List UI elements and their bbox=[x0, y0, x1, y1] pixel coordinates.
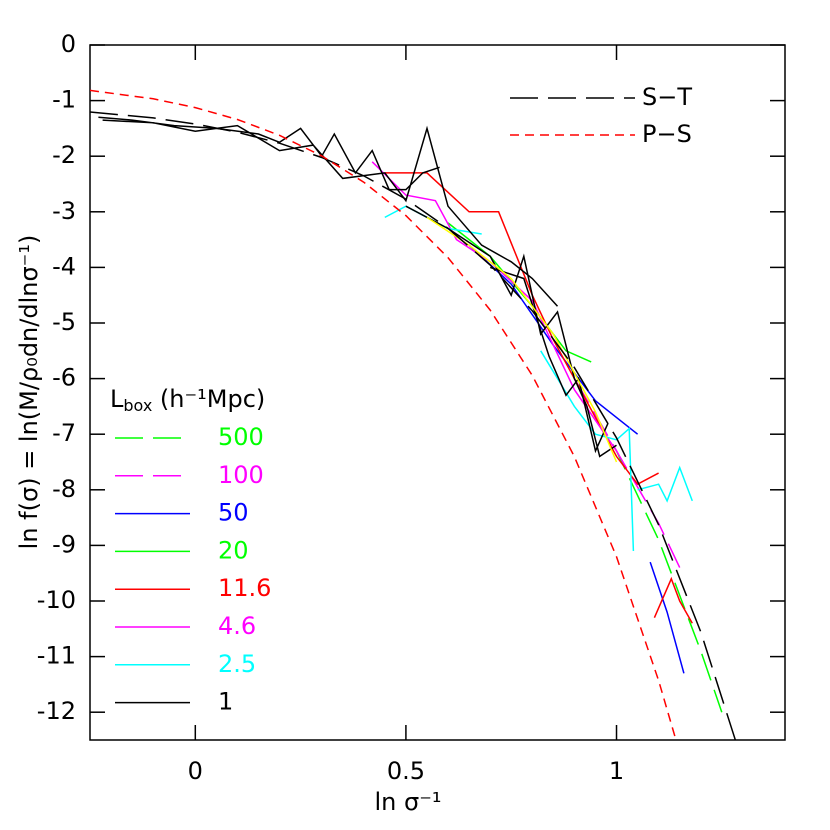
x-tick-label: 0.5 bbox=[387, 757, 425, 785]
plot-lines bbox=[90, 89, 737, 740]
x-tick-label: 1 bbox=[609, 757, 624, 785]
legend-label: 500 bbox=[218, 423, 264, 451]
y-tick-label: -1 bbox=[52, 86, 76, 114]
series-line bbox=[371, 161, 618, 452]
legend-label: P−S bbox=[642, 120, 692, 148]
series-line bbox=[573, 378, 681, 568]
y-tick-label: -9 bbox=[52, 530, 76, 558]
legend-label: 20 bbox=[218, 536, 249, 564]
legend-label: S−T bbox=[642, 83, 692, 111]
y-tick-label: 0 bbox=[61, 30, 76, 58]
legend-label: 1 bbox=[218, 688, 233, 716]
y-tick-label: -8 bbox=[52, 475, 76, 503]
legend-label: 4.6 bbox=[218, 612, 256, 640]
legend-label: 100 bbox=[218, 461, 264, 489]
series-line bbox=[384, 205, 694, 552]
y-tick-label: -5 bbox=[52, 308, 76, 336]
y-tick-label: -7 bbox=[52, 419, 76, 447]
legend-title-part: L bbox=[110, 385, 124, 413]
legend-label: 50 bbox=[218, 499, 249, 527]
series-line bbox=[447, 222, 592, 363]
legend-label: 11.6 bbox=[218, 574, 271, 602]
y-tick-label: -4 bbox=[52, 252, 76, 280]
y-axis-label: ln f(σ) = ln(M/ρ₀dn/dlnσ⁻¹) bbox=[15, 235, 43, 550]
series-line bbox=[90, 89, 677, 740]
y-tick-label: -12 bbox=[37, 697, 76, 725]
y-tick-label: -11 bbox=[37, 642, 76, 670]
y-tick-label: -2 bbox=[52, 141, 76, 169]
legend-label: 2.5 bbox=[218, 650, 256, 678]
series-line bbox=[90, 111, 737, 740]
series-line bbox=[468, 244, 685, 674]
legend-title-part: (h⁻¹Mpc) bbox=[152, 385, 265, 413]
legend-title-part: box bbox=[123, 396, 152, 415]
x-axis-label: ln σ⁻¹ bbox=[374, 788, 441, 816]
plot-frame bbox=[89, 44, 786, 741]
y-tick-label: -10 bbox=[37, 586, 76, 614]
y-tick-label: -3 bbox=[52, 197, 76, 225]
y-tick-label: -6 bbox=[52, 364, 76, 392]
series-line bbox=[573, 378, 723, 713]
x-tick-label: 0 bbox=[188, 757, 203, 785]
legend-title: Lbox (h⁻¹Mpc) bbox=[110, 385, 265, 415]
